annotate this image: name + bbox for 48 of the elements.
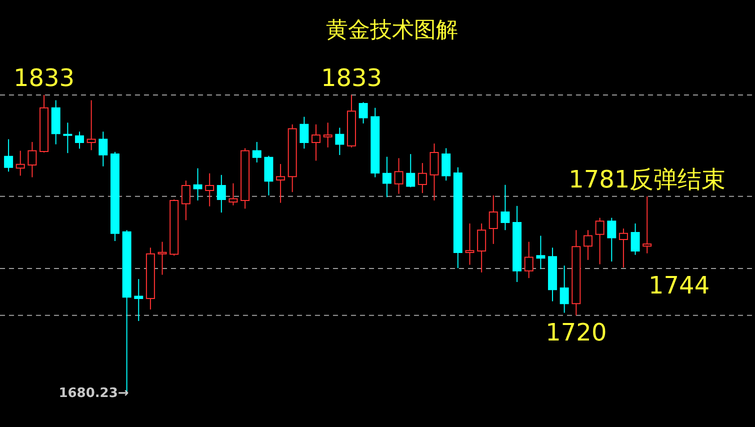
candlestick	[418, 162, 427, 194]
annotation: 1680.23→	[58, 386, 129, 401]
candlestick	[394, 158, 404, 194]
candlestick	[300, 116, 309, 150]
annotation: 1833	[320, 64, 382, 92]
candlestick	[642, 196, 652, 254]
candlestick	[205, 172, 214, 207]
candlestick	[181, 180, 190, 221]
annotation: 1720	[546, 318, 607, 346]
candlestick	[158, 241, 167, 276]
annotation: 1781反弹结束	[568, 165, 726, 194]
candlestick	[595, 217, 604, 265]
candlestick	[406, 154, 416, 188]
candlestick	[63, 122, 72, 154]
candlestick	[134, 278, 144, 322]
candlestick	[618, 228, 628, 268]
candlestick	[75, 131, 84, 150]
candlestick	[536, 235, 546, 270]
candlestick	[382, 156, 392, 198]
candlestick	[312, 124, 321, 162]
ref-line-label: 1744	[648, 272, 710, 300]
candlestick	[477, 222, 486, 273]
candlestick	[335, 127, 344, 156]
candlestick	[500, 184, 510, 231]
candlestick	[193, 168, 202, 201]
candlestick	[560, 265, 569, 314]
candlestick	[4, 138, 14, 172]
candlestick	[323, 122, 332, 148]
candlestick	[524, 241, 534, 279]
candlestick	[276, 164, 286, 204]
candlestick	[630, 222, 640, 256]
candlestick	[98, 131, 108, 167]
candlestick	[607, 217, 616, 262]
candlestick	[264, 155, 274, 196]
candlestick	[228, 182, 238, 206]
candlestick	[252, 141, 262, 163]
candlestick	[488, 194, 498, 244]
candlestick	[358, 102, 368, 124]
candlestick	[430, 143, 439, 201]
candlestick	[28, 141, 37, 178]
candlestick	[442, 148, 451, 182]
candlestick	[16, 150, 25, 176]
candlestick	[86, 100, 96, 151]
candlestick	[583, 230, 592, 260]
candlestick	[216, 174, 226, 214]
chart-title: 黄金技术图解	[326, 18, 458, 43]
candlestick	[465, 222, 474, 266]
annotation: 1833	[13, 64, 75, 92]
